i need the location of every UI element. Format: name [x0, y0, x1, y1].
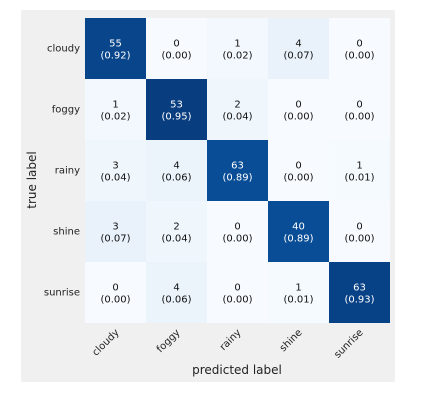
y-tick-label: cloudy: [47, 44, 80, 55]
x-tick-label: foggy: [155, 327, 183, 355]
cell-fraction-label: (0.00): [344, 51, 374, 62]
x-axis-label: predicted label: [192, 363, 282, 377]
cell-count-label: 0: [356, 100, 362, 111]
heatmap-cell: [329, 79, 390, 140]
cell-fraction-label: (0.92): [100, 51, 130, 62]
cell-count-label: 40: [292, 222, 305, 233]
cell-count-label: 53: [170, 100, 183, 111]
cell-fraction-label: (0.04): [222, 112, 252, 123]
cell-fraction-label: (0.89): [283, 234, 313, 245]
heatmap-cell: [85, 262, 146, 323]
cell-fraction-label: (0.06): [161, 173, 191, 184]
y-tick-label: foggy: [52, 105, 80, 116]
heatmap-cell: [329, 18, 390, 79]
cell-count-label: 3: [112, 161, 118, 172]
cell-fraction-label: (0.02): [222, 51, 252, 62]
heatmap-cell: [207, 201, 268, 262]
cell-count-label: 1: [234, 39, 240, 50]
cell-fraction-label: (0.00): [161, 51, 191, 62]
cell-fraction-label: (0.07): [100, 234, 130, 245]
cell-count-label: 1: [112, 100, 118, 111]
y-axis-label: true label: [25, 151, 39, 208]
cell-fraction-label: (0.04): [100, 173, 130, 184]
x-tick-label: cloudy: [91, 327, 122, 358]
heatmap-cell: [268, 140, 329, 201]
cell-count-label: 0: [356, 222, 362, 233]
heatmap-cell: [207, 18, 268, 79]
cell-fraction-label: (0.00): [283, 112, 313, 123]
cell-count-label: 63: [231, 161, 244, 172]
heatmap-cell: [85, 79, 146, 140]
cell-count-label: 0: [234, 283, 240, 294]
confusion-matrix-figure: 55 (0.92) 0 (0.00) 1 (0.02) 4 (0.07) 0 (0.00) 1 (0.…: [21, 10, 395, 382]
y-tick-label: sunrise: [44, 288, 80, 299]
cell-fraction-label: (0.00): [100, 295, 130, 306]
cell-fraction-label: (0.07): [283, 51, 313, 62]
heatmap-cell: [268, 262, 329, 323]
cell-fraction-label: (0.00): [344, 234, 374, 245]
heatmap-cell: [329, 201, 390, 262]
cell-fraction-label: (0.93): [344, 295, 374, 306]
heatmap-cell: [268, 201, 329, 262]
confusion-matrix-chart: 55(0.92)0(0.00)1(0.02)4(0.07)0(0.00)1(0.…: [25, 18, 390, 377]
heatmap-cell: [207, 262, 268, 323]
y-tick-label: shine: [53, 227, 80, 238]
y-tick-label: rainy: [55, 166, 80, 177]
heatmap-cell: [146, 262, 207, 323]
cell-count-label: 0: [295, 100, 301, 111]
cell-count-label: 55: [109, 39, 122, 50]
heatmap-cell: [146, 140, 207, 201]
cell-count-label: 0: [356, 39, 362, 50]
x-tick-label: rainy: [218, 327, 244, 353]
cell-count-label: 4: [295, 39, 301, 50]
heatmap-cell: [146, 79, 207, 140]
cell-count-label: 0: [295, 161, 301, 172]
cell-fraction-label: (0.01): [344, 173, 374, 184]
heatmap-cell: [207, 140, 268, 201]
heatmap-cell: [268, 18, 329, 79]
cell-count-label: 3: [112, 222, 118, 233]
cell-count-label: 0: [234, 222, 240, 233]
cell-fraction-label: (0.00): [222, 234, 252, 245]
cell-fraction-label: (0.06): [161, 295, 191, 306]
y-tick-labels: cloudy foggy rainy shine sunrise: [44, 44, 80, 299]
x-tick-labels: cloudy foggy rainy shine sunrise: [91, 327, 366, 360]
cell-fraction-label: (0.02): [100, 112, 130, 123]
cell-count-label: 0: [173, 39, 179, 50]
heatmap-cell: [85, 201, 146, 262]
cell-fraction-label: (0.00): [344, 112, 374, 123]
cell-count-label: 1: [356, 161, 362, 172]
heatmap-cell: [268, 79, 329, 140]
heatmap-cell: [146, 18, 207, 79]
heatmap-cell: [85, 140, 146, 201]
cell-count-label: 4: [173, 161, 179, 172]
heatmap-cell: [329, 262, 390, 323]
cell-fraction-label: (0.00): [283, 173, 313, 184]
heatmap-cell: [207, 79, 268, 140]
cell-fraction-label: (0.95): [161, 112, 191, 123]
cell-fraction-label: (0.01): [283, 295, 313, 306]
heatmap-cells: 55(0.92)0(0.00)1(0.02)4(0.07)0(0.00)1(0.…: [85, 18, 390, 323]
heatmap-cell: [146, 201, 207, 262]
cell-count-label: 0: [112, 283, 118, 294]
cell-fraction-label: (0.04): [161, 234, 191, 245]
cell-fraction-label: (0.00): [222, 295, 252, 306]
cell-count-label: 4: [173, 283, 179, 294]
cell-count-label: 63: [353, 283, 366, 294]
x-tick-label: sunrise: [332, 327, 365, 360]
heatmap-cell: [85, 18, 146, 79]
cell-count-label: 2: [173, 222, 179, 233]
cell-fraction-label: (0.89): [222, 173, 252, 184]
cell-count-label: 2: [234, 100, 240, 111]
heatmap-cell: [329, 140, 390, 201]
cell-count-label: 1: [295, 283, 301, 294]
x-tick-label: shine: [278, 327, 305, 354]
